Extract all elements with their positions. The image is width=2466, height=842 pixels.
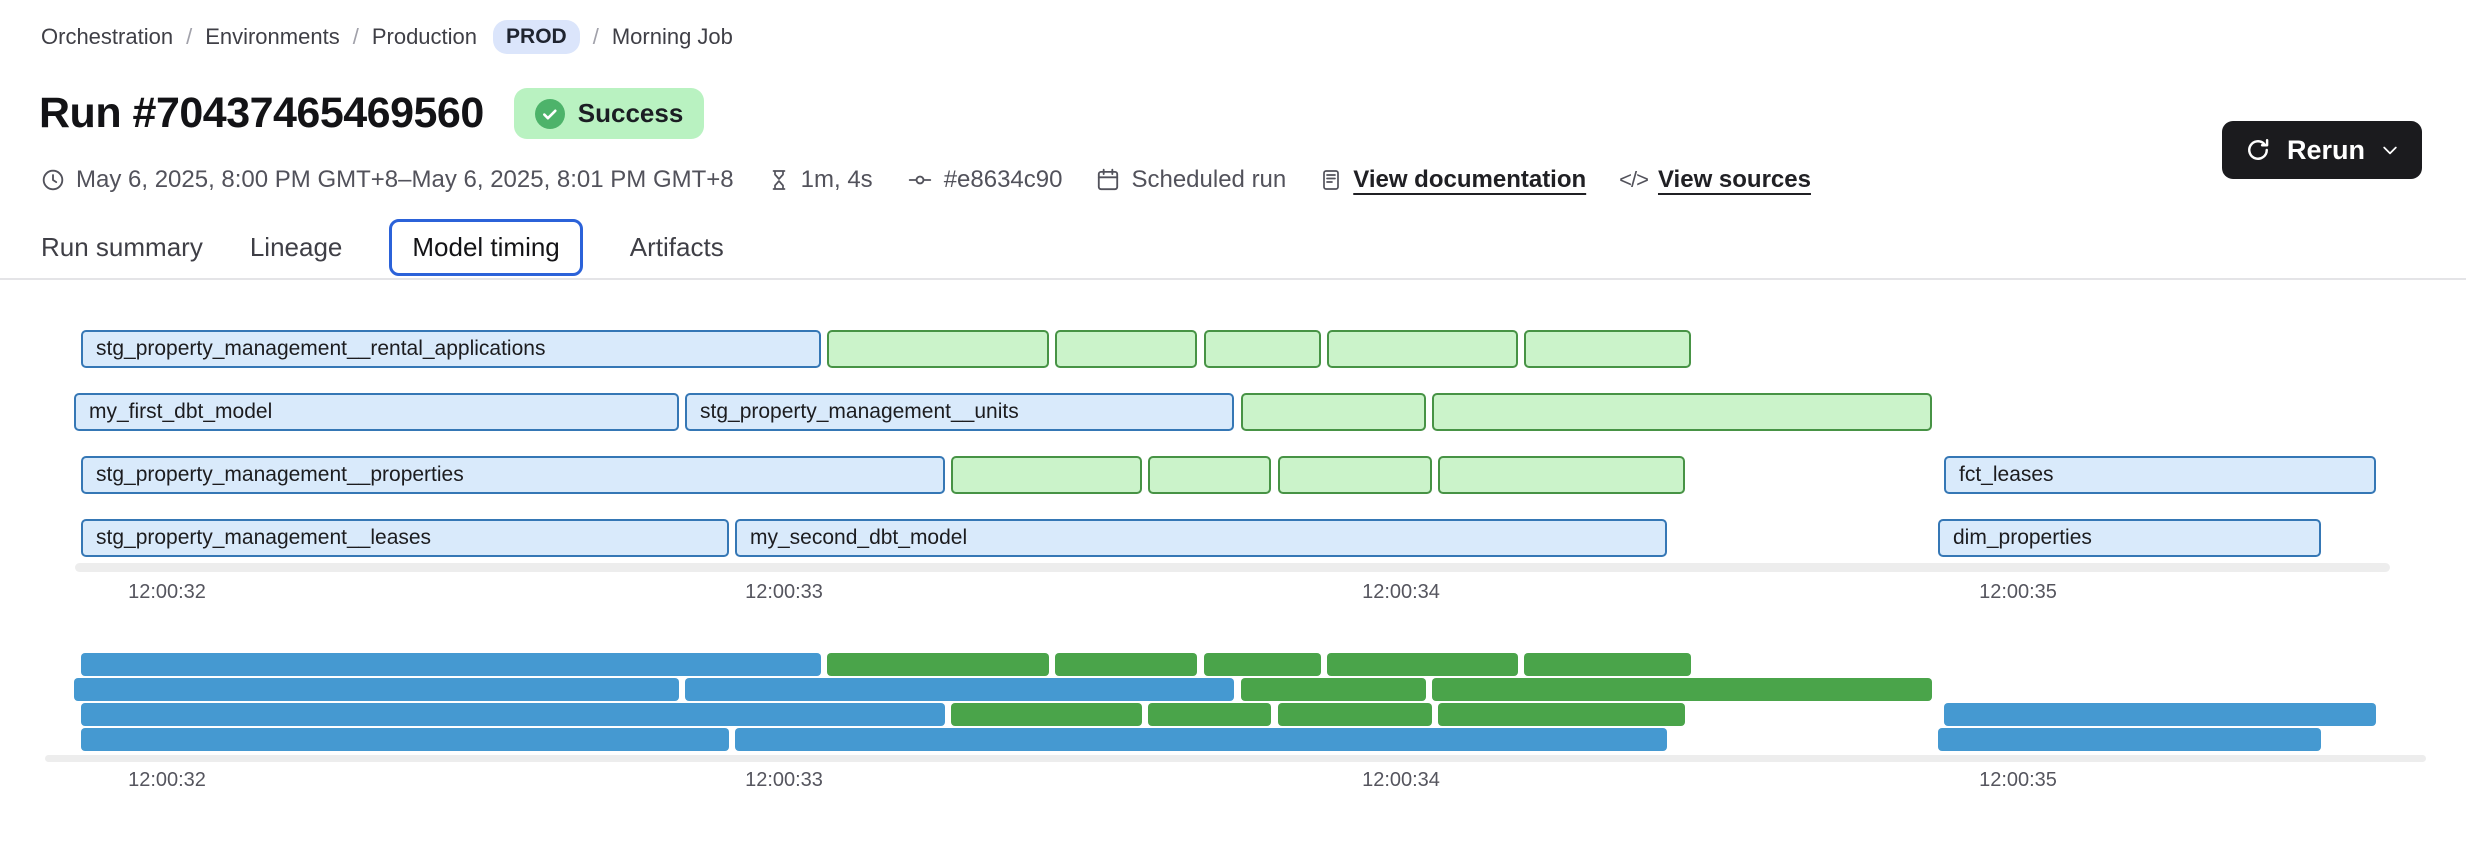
breadcrumb-item-morning-job[interactable]: Morning Job — [611, 24, 733, 49]
calendar-icon — [1098, 168, 1119, 191]
gantt-bar-label: stg_property_management__leases — [96, 526, 432, 549]
tab-artifacts[interactable]: Artifacts — [629, 232, 724, 262]
minimap-bar — [74, 678, 679, 701]
commit-icon — [908, 175, 931, 185]
minimap-bar — [81, 653, 821, 676]
hourglass-icon — [772, 170, 786, 190]
tab-model-timing[interactable]: Model timing — [389, 219, 583, 276]
gantt-task-bar[interactable] — [1278, 456, 1432, 494]
axis-tick-label: 12:00:32 — [128, 581, 206, 603]
breadcrumb-separator: / — [352, 24, 359, 49]
gantt-task-bar[interactable] — [1327, 330, 1518, 368]
minimap-bar — [1278, 703, 1432, 726]
clock-icon — [42, 169, 64, 191]
horizontal-scrollbar[interactable] — [75, 563, 2390, 572]
tab-lineage[interactable]: Lineage — [249, 232, 343, 262]
gantt-task-bar[interactable] — [1524, 330, 1691, 368]
gantt-model-bar[interactable]: stg_property_management__properties — [81, 456, 945, 494]
document-icon — [1323, 170, 1340, 190]
minimap-bar — [1055, 653, 1197, 676]
gantt-model-bar[interactable]: my_first_dbt_model — [74, 393, 679, 431]
gantt-model-bar[interactable]: fct_leases — [1944, 456, 2376, 494]
minimap-bar — [1944, 703, 2376, 726]
gantt-model-bar[interactable]: stg_property_management__leases — [81, 519, 729, 557]
axis-tick-label: 12:00:35 — [1979, 769, 2057, 791]
tab-run-summary[interactable]: Run summary — [41, 232, 203, 262]
gantt-model-bar[interactable]: dim_properties — [1938, 519, 2321, 557]
minimap-bar — [1432, 678, 1932, 701]
run-trigger: Scheduled run — [1095, 166, 1286, 194]
gantt-model-bar[interactable]: stg_property_management__units — [685, 393, 1234, 431]
page-title: Run #70437465469560 — [39, 89, 484, 137]
code-icon: </> — [1619, 167, 1649, 192]
breadcrumb-item-production[interactable]: Production — [371, 24, 478, 49]
gantt-model-bar[interactable]: my_second_dbt_model — [735, 519, 1667, 557]
breadcrumb-item-orchestration[interactable]: Orchestration — [41, 24, 174, 49]
gantt-bar-label: my_first_dbt_model — [89, 400, 273, 423]
gantt-task-bar[interactable] — [1055, 330, 1197, 368]
gantt-model-bar[interactable]: stg_property_management__rental_applicat… — [81, 330, 821, 368]
breadcrumb-separator: / — [186, 24, 193, 49]
gantt-task-bar[interactable] — [1432, 393, 1932, 431]
tab-divider — [0, 278, 2466, 280]
gantt-task-bar[interactable] — [1241, 393, 1426, 431]
gantt-bar-label: dim_properties — [1953, 526, 2092, 549]
minimap-bar — [1148, 703, 1271, 726]
run-duration: 1m, 4s — [767, 166, 873, 194]
rerun-button-label: Rerun — [2286, 134, 2365, 165]
meta-bar: May 6, 2025, 8:00 PM GMT+8–May 6, 2025, … — [40, 166, 1811, 194]
gantt-task-bar[interactable] — [1438, 456, 1685, 494]
axis-tick-label: 12:00:35 — [1979, 581, 2057, 603]
breadcrumb-separator: / — [592, 24, 599, 49]
axis-tick-label: 12:00:34 — [1362, 769, 1440, 791]
chevron-down-icon[interactable] — [2380, 140, 2400, 160]
minimap-bar — [827, 653, 1049, 676]
commit-hash: #e8634c90 — [906, 166, 1062, 194]
prod-env-badge: PROD — [493, 20, 580, 54]
status-badge-label: Success — [577, 98, 684, 128]
minimap-bar — [951, 703, 1142, 726]
minimap-bar — [1241, 678, 1426, 701]
gantt-task-bar[interactable] — [827, 330, 1049, 368]
minimap-bar — [1938, 728, 2321, 751]
axis-tick-label: 12:00:32 — [128, 769, 206, 791]
view-sources-link[interactable]: </> View sources — [1619, 166, 1811, 193]
view-documentation-link[interactable]: View documentation — [1319, 166, 1586, 194]
minimap-bar — [1438, 703, 1685, 726]
axis-tick-label: 12:00:34 — [1362, 581, 1440, 603]
gantt-bar-label: my_second_dbt_model — [750, 526, 968, 549]
minimap-bar — [735, 728, 1667, 751]
breadcrumb-item-environments[interactable]: Environments — [205, 24, 340, 49]
minimap-divider — [45, 755, 2426, 762]
minimap-bar — [81, 728, 729, 751]
gantt-bar-label: stg_property_management__units — [700, 400, 1019, 423]
axis-tick-label: 12:00:33 — [745, 581, 823, 603]
minimap-bar — [1327, 653, 1518, 676]
minimap-bar — [1524, 653, 1691, 676]
gantt-bar-label: stg_property_management__rental_applicat… — [96, 337, 546, 360]
minimap-bar — [81, 703, 945, 726]
breadcrumb: Orchestration / Environments / Productio… — [41, 20, 733, 54]
tab-bar: Run summary Lineage Model timing Artifac… — [41, 219, 724, 276]
gantt-task-bar[interactable] — [1148, 456, 1271, 494]
minimap-bar — [685, 678, 1234, 701]
gantt-task-bar[interactable] — [1204, 330, 1321, 368]
rerun-button[interactable]: Rerun — [2221, 121, 2422, 179]
gantt-task-bar[interactable] — [951, 456, 1142, 494]
status-badge: Success — [513, 88, 705, 139]
run-time-range: May 6, 2025, 8:00 PM GMT+8–May 6, 2025, … — [40, 166, 734, 194]
axis-tick-label: 12:00:33 — [745, 769, 823, 791]
gantt-bar-label: stg_property_management__properties — [96, 463, 464, 486]
minimap-bar — [1204, 653, 1321, 676]
run-header: Run #70437465469560 Success — [39, 88, 705, 139]
success-check-icon — [534, 98, 565, 129]
refresh-icon — [2248, 138, 2269, 160]
gantt-bar-label: fct_leases — [1959, 463, 2054, 486]
